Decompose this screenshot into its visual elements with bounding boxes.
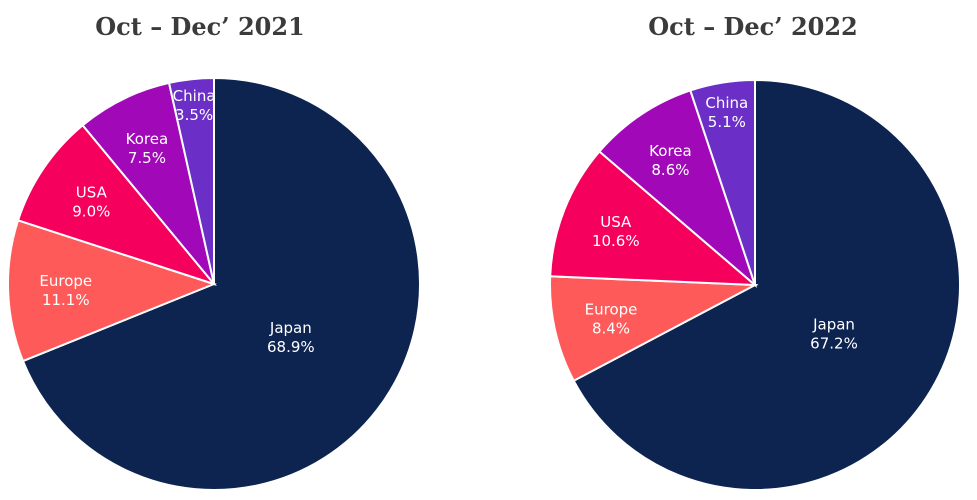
slice-value-china-2021: 3.5% bbox=[175, 106, 213, 124]
pie-slice-usa-2022 bbox=[549, 150, 758, 287]
chart-title-2022: Oct – Dec’ 2022 bbox=[648, 12, 858, 41]
slice-label-japan-2021: Japan bbox=[269, 319, 312, 337]
pie-slice-korea-2022 bbox=[598, 89, 758, 289]
slice-label-china-2021: China bbox=[173, 87, 216, 105]
slice-value-europe-2021: 11.1% bbox=[42, 291, 90, 309]
pie-slice-japan-2022 bbox=[572, 78, 961, 491]
slice-value-japan-2022: 67.2% bbox=[810, 335, 858, 353]
slice-label-japan-2022: Japan bbox=[812, 316, 855, 334]
slice-label-usa-2021: USA bbox=[76, 184, 108, 202]
pie-slice-china-2022 bbox=[689, 78, 756, 286]
slice-label-usa-2022: USA bbox=[600, 213, 632, 231]
pie-slice-usa-2021 bbox=[16, 123, 217, 287]
slice-label-korea-2021: Korea bbox=[126, 130, 169, 148]
slice-value-korea-2022: 8.6% bbox=[651, 161, 689, 179]
slice-value-china-2022: 5.1% bbox=[708, 113, 746, 131]
pie-slice-korea-2021 bbox=[81, 81, 215, 285]
slice-value-usa-2021: 9.0% bbox=[72, 203, 110, 221]
pie-slice-europe-2021 bbox=[7, 219, 217, 363]
chart-title-2021: Oct – Dec’ 2021 bbox=[95, 12, 305, 41]
slice-label-korea-2022: Korea bbox=[649, 142, 692, 160]
slice-value-korea-2021: 7.5% bbox=[128, 149, 166, 167]
slice-label-china-2022: China bbox=[705, 94, 748, 112]
pie-slice-japan-2021 bbox=[21, 76, 421, 491]
slice-value-usa-2022: 10.6% bbox=[592, 232, 640, 250]
slice-label-europe-2021: Europe bbox=[39, 272, 92, 290]
pie-slice-europe-2022 bbox=[549, 275, 759, 383]
slice-value-europe-2022: 8.4% bbox=[592, 319, 630, 337]
slice-label-europe-2022: Europe bbox=[585, 300, 638, 318]
pie-slice-china-2021 bbox=[167, 76, 215, 285]
slice-value-japan-2021: 68.9% bbox=[267, 338, 315, 356]
